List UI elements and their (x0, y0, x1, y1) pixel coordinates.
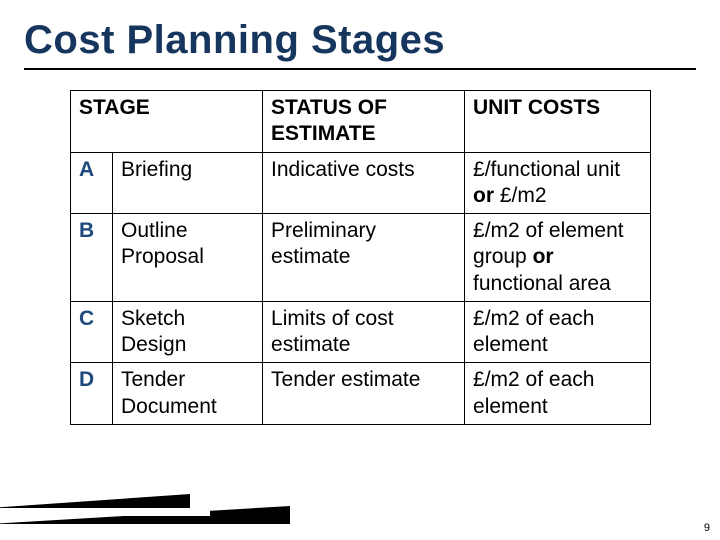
stage-letter: D (71, 363, 113, 425)
unit-post: £/m2 (494, 184, 547, 207)
cost-stages-table: STAGE STATUS OF ESTIMATE UNIT COSTS A Br… (70, 90, 651, 425)
stage-desc: Briefing (113, 152, 263, 214)
unit-post: functional area (473, 272, 611, 295)
col-header-status: STATUS OF ESTIMATE (263, 91, 465, 153)
stage-desc: Sketch Design (113, 301, 263, 363)
page-number: 9 (704, 522, 710, 534)
stage-unit: £/m2 of each element (465, 363, 651, 425)
table-row: D Tender Document Tender estimate £/m2 o… (71, 363, 651, 425)
unit-pre: £/functional unit (473, 158, 620, 181)
wedge-icon (0, 506, 290, 524)
wedge-icon (0, 502, 210, 516)
unit-bold: or (533, 245, 554, 268)
stage-desc: Outline Proposal (113, 214, 263, 302)
unit-bold: or (473, 184, 494, 207)
stage-unit: £/functional unit or £/m2 (465, 152, 651, 214)
stage-unit: £/m2 of element group or functional area (465, 214, 651, 302)
col-header-unit: UNIT COSTS (465, 91, 651, 153)
col-header-stage: STAGE (71, 91, 263, 153)
stage-letter: A (71, 152, 113, 214)
page-title: Cost Planning Stages (24, 18, 445, 63)
slide-corner-decoration (0, 464, 260, 524)
stage-status: Preliminary estimate (263, 214, 465, 302)
wedge-icon (0, 494, 190, 508)
stage-desc: Tender Document (113, 363, 263, 425)
stage-unit: £/m2 of each element (465, 301, 651, 363)
stage-status: Tender estimate (263, 363, 465, 425)
stage-status: Indicative costs (263, 152, 465, 214)
table-row: A Briefing Indicative costs £/functional… (71, 152, 651, 214)
unit-pre: £/m2 of each element (473, 307, 594, 356)
table-row: B Outline Proposal Preliminary estimate … (71, 214, 651, 302)
stage-letter: C (71, 301, 113, 363)
table-row: C Sketch Design Limits of cost estimate … (71, 301, 651, 363)
stage-letter: B (71, 214, 113, 302)
stage-status: Limits of cost estimate (263, 301, 465, 363)
title-underline (24, 68, 696, 70)
table-header-row: STAGE STATUS OF ESTIMATE UNIT COSTS (71, 91, 651, 153)
unit-pre: £/m2 of each element (473, 368, 594, 417)
